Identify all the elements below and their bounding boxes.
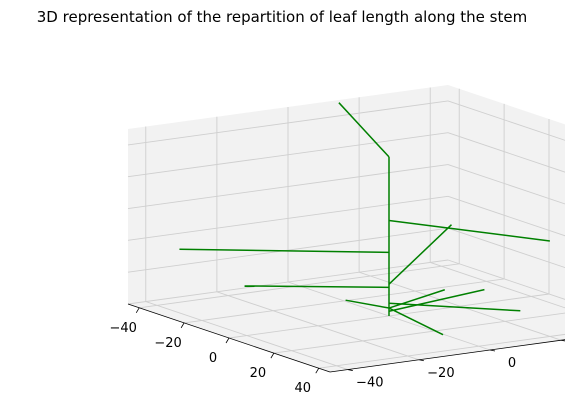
x-tick-mark (225, 337, 230, 344)
grid-line-z-left (127, 164, 449, 209)
y-tick-mark (347, 369, 353, 371)
grid-line-z-back (447, 227, 565, 269)
grid-line-y-floor (145, 301, 348, 370)
y-tick-label: −40 (356, 376, 383, 391)
chart-title: 3D representation of the repartition of … (37, 8, 527, 26)
grid-lines (127, 87, 565, 370)
grid-line-z-back (447, 259, 565, 300)
pane-floor (128, 260, 565, 372)
y-tick-mark (489, 349, 496, 352)
y-tick-label: −20 (427, 366, 454, 381)
series-line-4 (179, 248, 390, 254)
grid-line-z-left (127, 100, 449, 146)
x-tick-label: 0 (209, 351, 217, 366)
x-tick-label: −20 (154, 336, 181, 351)
grid-line-z-left (127, 132, 449, 178)
x-tick-mark (270, 352, 275, 359)
grid-line-y-floor (430, 262, 565, 309)
x-tick-label: 40 (295, 381, 312, 396)
x-tick-mark (180, 322, 185, 329)
grid-line-z-left (127, 195, 449, 241)
grid-line-z-back (447, 195, 565, 237)
grid-line-z-back (447, 100, 565, 141)
series-line-2 (388, 219, 550, 242)
series-line-3 (388, 224, 453, 285)
x-tick-label: −40 (110, 321, 137, 336)
grid-line-z-left (127, 259, 449, 305)
grid-line-z-back (447, 164, 565, 205)
y-tick-mark (418, 359, 424, 362)
y-tick-label: 0 (508, 356, 516, 371)
x-tick-mark (315, 368, 320, 374)
x-tick-label: 20 (250, 366, 267, 381)
series-line-8 (388, 289, 446, 309)
pane-back (448, 85, 565, 300)
series-line-6 (388, 302, 521, 312)
grid-line-z-back (447, 132, 565, 173)
series-line-9 (388, 307, 444, 336)
series-line-10 (388, 288, 485, 312)
series-line-7 (345, 299, 390, 309)
y-tick-mark (561, 339, 565, 342)
grid-line-y-floor (358, 271, 562, 341)
series-line-1 (338, 102, 390, 158)
axis-panes (128, 85, 565, 372)
data-series-group (179, 102, 550, 336)
x-tick-mark (135, 307, 140, 313)
series-line-5 (244, 285, 390, 289)
grid-line-y-floor (216, 291, 420, 361)
